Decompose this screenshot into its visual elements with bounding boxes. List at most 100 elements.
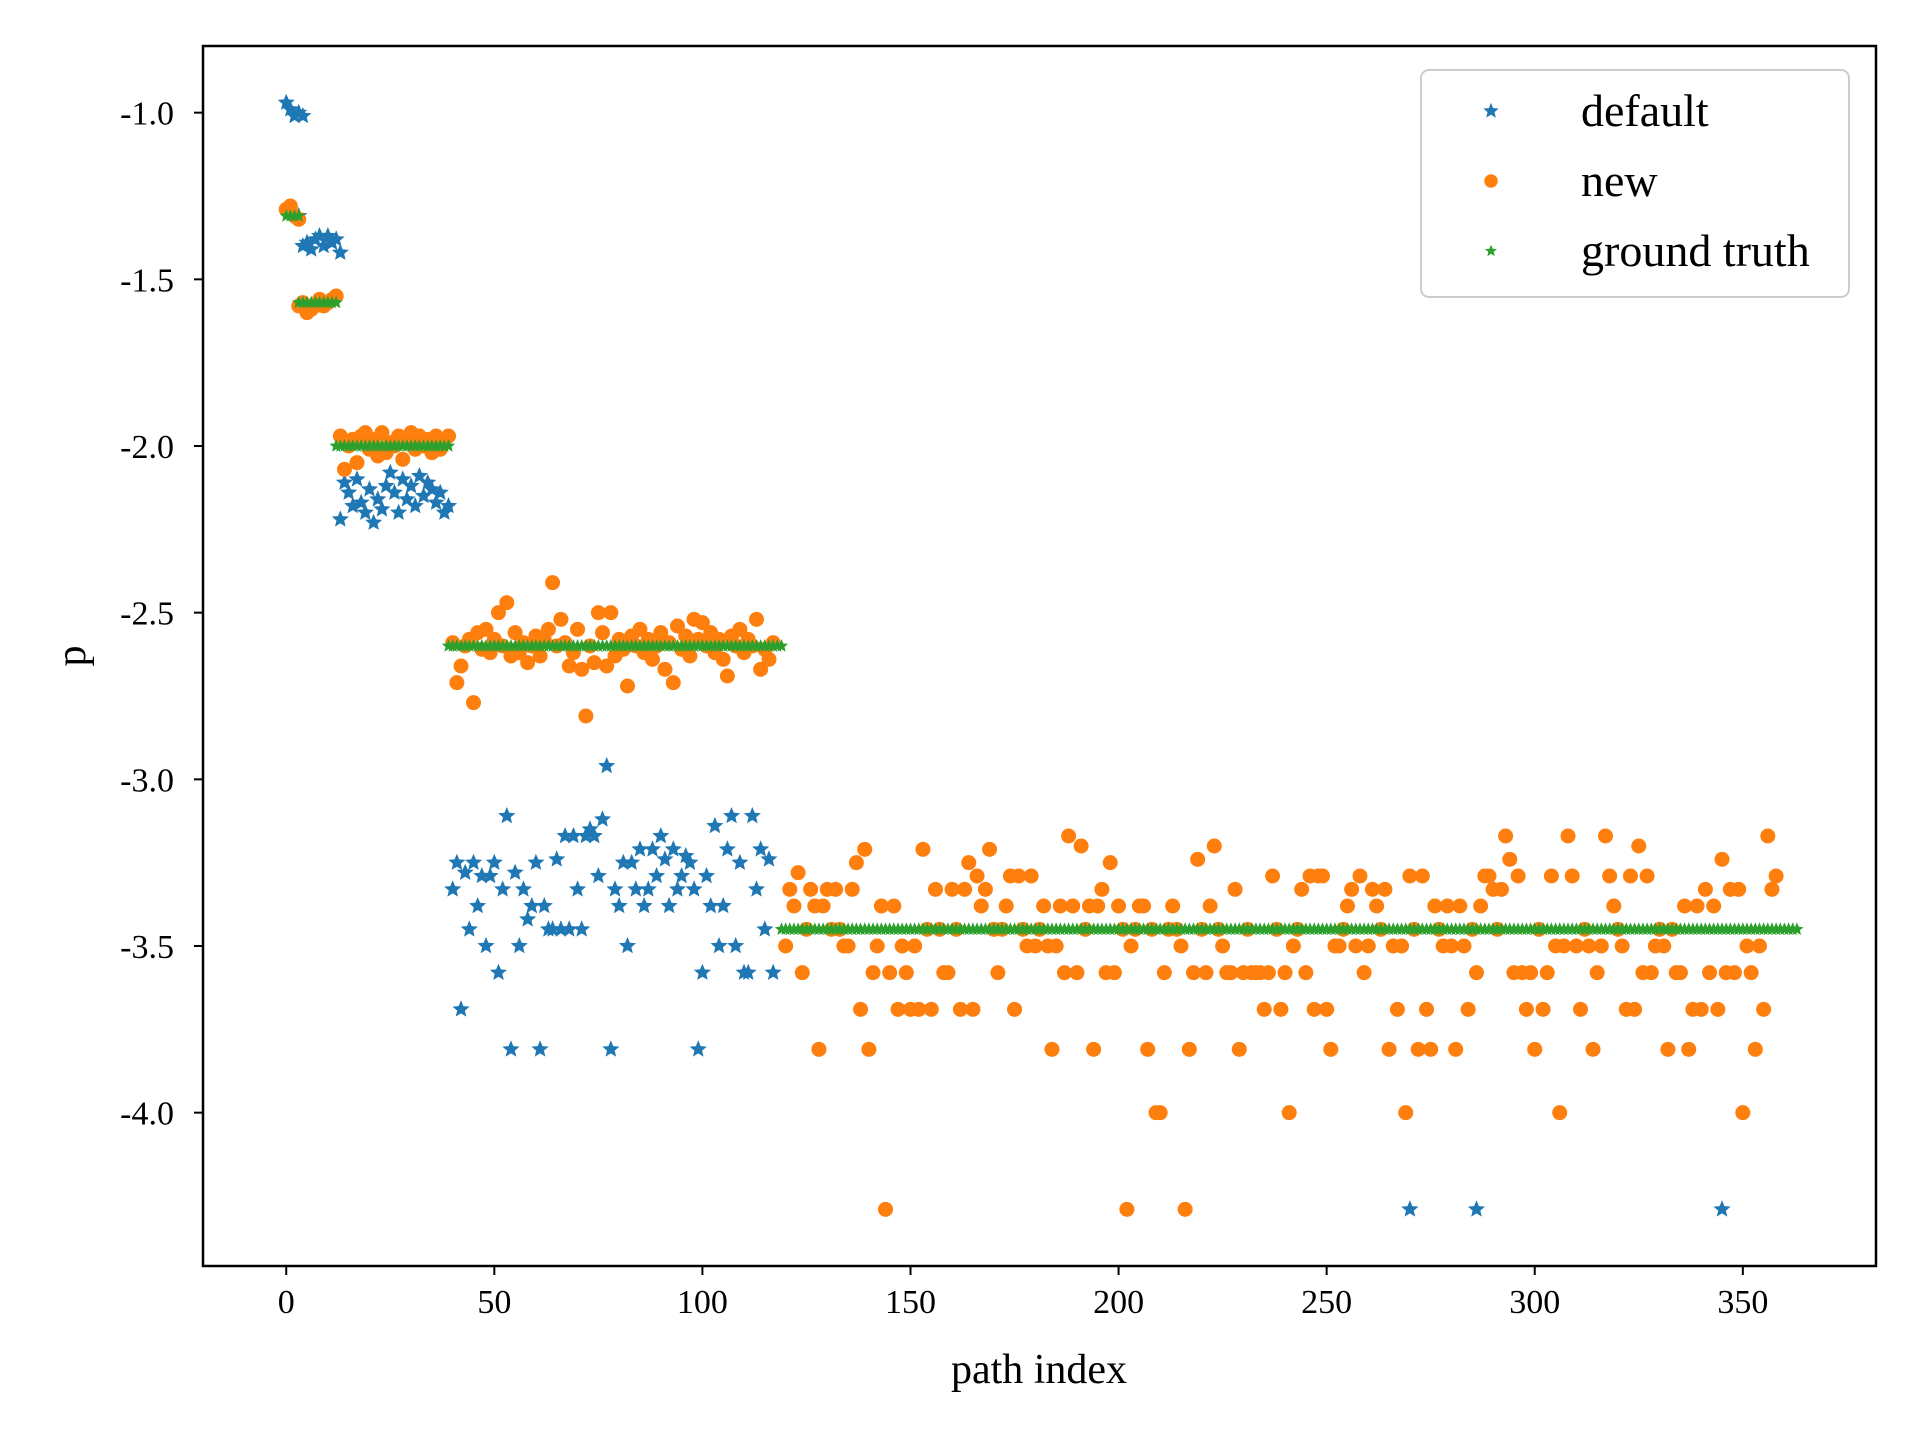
new-point	[952, 1001, 968, 1017]
new-point	[1444, 938, 1460, 954]
new-point	[719, 668, 735, 684]
new-point	[1339, 898, 1355, 914]
ground-truth-point	[1790, 922, 1804, 935]
new-point	[578, 708, 594, 724]
default-point	[594, 810, 612, 827]
new-point	[1181, 1041, 1197, 1057]
x-tick-label: 100	[677, 1284, 728, 1321]
new-point	[1364, 881, 1380, 897]
new-point	[1394, 938, 1410, 954]
default-point	[369, 490, 387, 507]
new-point	[915, 841, 931, 857]
new-point	[1356, 965, 1372, 981]
new-point	[853, 1001, 869, 1017]
new-point	[1468, 965, 1484, 981]
y-tick-label: -1.0	[120, 96, 174, 133]
new-point	[944, 881, 960, 897]
default-point	[385, 483, 403, 500]
default-point	[639, 880, 657, 897]
default-point	[402, 477, 420, 494]
legend-box	[1420, 69, 1850, 298]
default-point	[564, 827, 582, 844]
default-point	[752, 840, 770, 857]
new-point	[1689, 898, 1705, 914]
default-point	[573, 920, 591, 937]
new-point	[1306, 1001, 1322, 1017]
default-point	[514, 880, 532, 897]
default-point	[610, 897, 628, 914]
new-point	[1543, 868, 1559, 884]
new-point	[1731, 881, 1747, 897]
new-point	[790, 865, 806, 881]
series-ground-truth	[279, 209, 1804, 935]
new-point	[1751, 938, 1767, 954]
new-point	[441, 428, 457, 444]
new-point	[1086, 1041, 1102, 1057]
new-point	[1627, 1001, 1643, 1017]
x-tick-label: 150	[885, 1284, 936, 1321]
default-point	[373, 500, 391, 517]
new-point	[1265, 868, 1281, 884]
new-point	[1727, 965, 1743, 981]
new-point	[1735, 1105, 1751, 1121]
default-point	[756, 920, 774, 937]
new-point	[1011, 868, 1027, 884]
new-point	[678, 628, 694, 644]
new-point	[1202, 898, 1218, 914]
default-point	[718, 840, 736, 857]
default-point	[1713, 1200, 1731, 1217]
new-point	[1510, 868, 1526, 884]
default-point	[431, 483, 449, 500]
default-point	[469, 897, 487, 914]
new-point	[1660, 1041, 1676, 1057]
default-point	[710, 937, 728, 954]
default-point	[519, 910, 537, 927]
ground-truth-point	[292, 209, 306, 222]
new-point	[794, 965, 810, 981]
new-point	[1739, 938, 1755, 954]
new-point	[1439, 898, 1455, 914]
new-point	[1377, 881, 1393, 897]
new-point	[1452, 898, 1468, 914]
default-point	[747, 880, 766, 897]
default-point	[660, 897, 678, 914]
new-point	[1768, 868, 1784, 884]
default-point	[494, 880, 512, 897]
new-point	[1206, 838, 1222, 854]
new-point	[778, 938, 794, 954]
new-point	[1398, 1105, 1414, 1121]
new-point	[786, 898, 802, 914]
new-point	[499, 595, 515, 611]
default-point	[465, 853, 483, 870]
new-point	[890, 1001, 906, 1017]
new-point	[1044, 1041, 1060, 1057]
default-point	[498, 807, 516, 824]
new-point	[561, 658, 577, 674]
default-point	[627, 880, 645, 897]
default-point	[764, 963, 782, 980]
x-tick-label: 350	[1717, 1284, 1768, 1321]
new-point	[1061, 828, 1077, 844]
default-point	[585, 827, 603, 844]
new-point	[1273, 1001, 1289, 1017]
default-point	[681, 853, 699, 870]
new-point	[1552, 1105, 1568, 1121]
default-point	[698, 867, 716, 884]
new-point	[1756, 1001, 1772, 1017]
new-point	[1473, 898, 1489, 914]
new-point	[1523, 965, 1539, 981]
default-point	[510, 937, 528, 954]
default-point	[406, 497, 424, 514]
default-point	[623, 853, 641, 870]
new-point	[1231, 1041, 1247, 1057]
new-point	[570, 621, 586, 637]
new-point	[395, 451, 411, 467]
new-point	[923, 1001, 939, 1017]
new-point	[1597, 828, 1613, 844]
default-point	[444, 880, 462, 897]
new-point	[1743, 965, 1759, 981]
default-point	[502, 1040, 520, 1057]
new-point	[857, 841, 873, 857]
plot-frame	[201, 44, 1878, 1268]
